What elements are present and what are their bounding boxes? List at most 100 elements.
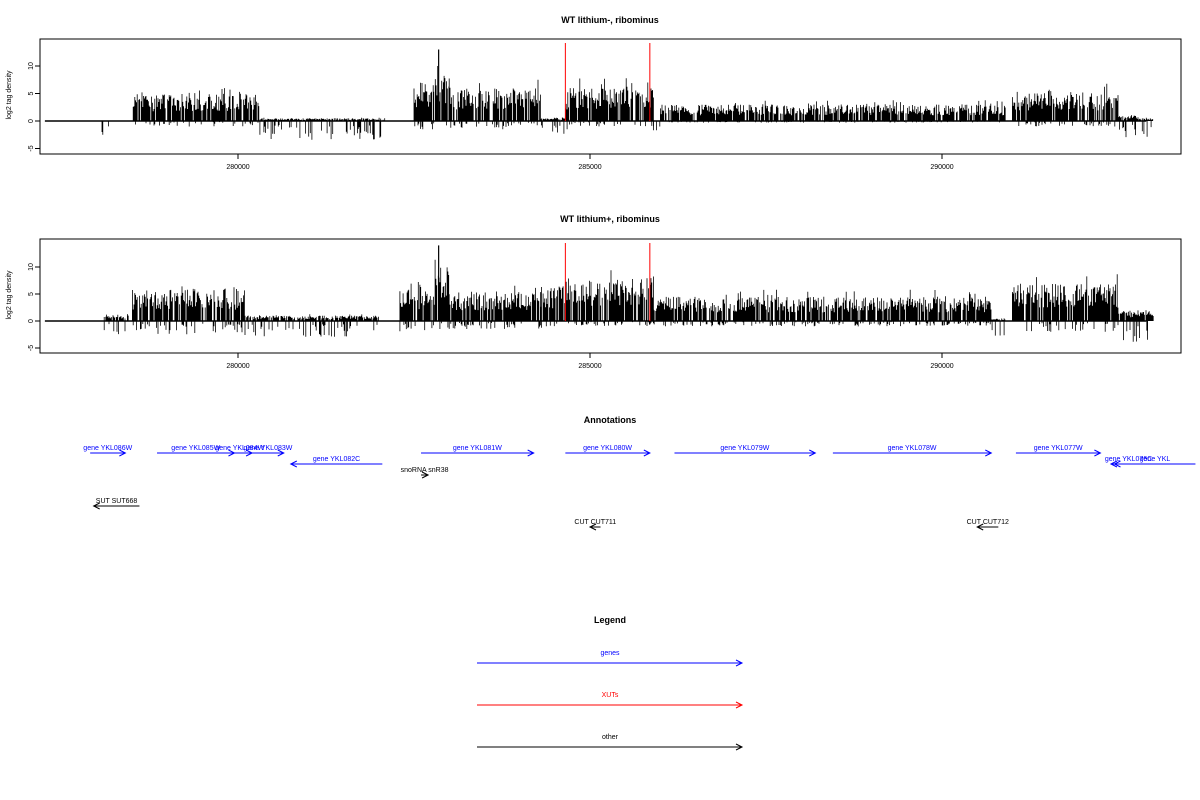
panel-title: WT lithium-, ribominus — [561, 15, 659, 25]
signal-bar-group — [540, 286, 566, 328]
panel-title: WT lithium+, ribominus — [560, 214, 660, 224]
annotation-feature: gene YKL077W — [1015, 445, 1102, 457]
x-tick-label: 290000 — [930, 363, 953, 370]
y-tick-label: 10 — [28, 62, 35, 70]
signal-region — [448, 78, 541, 130]
y-axis-label: log2 tag density — [6, 270, 13, 320]
signal-region — [565, 270, 654, 326]
feature-arrowhead — [92, 502, 100, 510]
plot-frame — [39, 38, 1182, 155]
signal-bar-group — [653, 121, 661, 131]
legend-entry: XUTs — [477, 692, 744, 709]
signal-bar-group — [540, 117, 570, 134]
feature-arrowhead — [985, 449, 993, 457]
signal-region — [653, 289, 992, 327]
annotations-track: Annotations gene YKL086W gene YKL085Wgene… — [83, 415, 1196, 531]
annotation-feature: gene YKL078W — [832, 445, 993, 457]
signal-bars — [103, 245, 1154, 342]
feature-label: gene YKL081W — [453, 445, 502, 452]
feature-arrowhead — [1094, 449, 1102, 457]
y-axis: -5 0 5 10 — [28, 263, 40, 351]
signal-region — [565, 78, 654, 127]
plot-frame — [39, 238, 1182, 354]
x-tick-label: 285000 — [578, 363, 601, 370]
signal-bar-group — [433, 66, 450, 126]
signal-region — [1012, 274, 1119, 332]
signal-bar-group — [653, 289, 992, 327]
feature-arrowhead — [1109, 460, 1118, 468]
y-axis: -5 0 5 10 — [28, 62, 40, 152]
x-tick-label: 280000 — [226, 164, 249, 171]
feature-arrowhead — [735, 659, 744, 667]
feature-arrowhead — [809, 449, 817, 457]
signal-region — [413, 82, 434, 130]
annotation-feature: gene YKL080W — [565, 445, 651, 457]
signal-bar-group — [1118, 310, 1154, 342]
annotation-feature: SUT SUT668 — [92, 498, 140, 510]
signal-bar-group — [103, 314, 129, 335]
track-panel-lithium-minus: WT lithium-, ribominus log2 tag density … — [6, 15, 1182, 171]
feature-arrowhead — [976, 523, 984, 531]
signal-bars — [101, 49, 1154, 140]
feature-label: gene YKL076C — [1105, 456, 1152, 463]
feature-arrowhead — [735, 701, 744, 709]
feature-arrowhead — [289, 460, 298, 468]
signal-bar-group — [565, 78, 654, 127]
feature-arrowhead — [277, 449, 285, 457]
signal-region — [1118, 310, 1154, 342]
feature-label: gene YKL078W — [888, 445, 937, 452]
signal-region — [660, 100, 1006, 123]
signal-region — [540, 117, 570, 134]
signal-bar-group — [244, 314, 379, 337]
x-axis: 280000 285000 290000 — [226, 353, 954, 370]
feature-label: gene YKL083W — [243, 445, 292, 452]
legend-entries: genes XUTs other — [477, 650, 744, 751]
signal-bar-group — [1012, 83, 1119, 127]
signal-region — [399, 282, 435, 332]
annotation-feature: CUT CUT711 — [574, 519, 616, 531]
track-panel-lithium-plus: WT lithium+, ribominus log2 tag density … — [6, 214, 1182, 370]
feature-label: SUT SUT668 — [96, 498, 138, 505]
y-tick-label: 0 — [28, 119, 35, 123]
signal-region — [101, 121, 109, 135]
y-axis-label: log2 tag density — [6, 70, 13, 120]
feature-label: gene YKL077W — [1034, 445, 1083, 452]
signal-bar-group — [434, 259, 450, 329]
annotation-feature: CUT CUT712 — [967, 519, 1009, 531]
feature-arrowhead — [421, 471, 430, 479]
feature-label: gene YKL080W — [583, 445, 632, 452]
feature-label: gene YKL — [1140, 456, 1171, 463]
legend-entry: genes — [477, 650, 744, 667]
feature-arrowhead — [643, 449, 651, 457]
annotation-feature: gene YKL081W — [421, 445, 535, 457]
annotation-feature: gene YKL079W — [674, 445, 817, 457]
signal-bar-group — [1117, 115, 1139, 138]
legend-entry: other — [477, 734, 744, 751]
x-tick-label: 280000 — [226, 363, 249, 370]
feature-label: CUT CUT712 — [967, 519, 1009, 526]
signal-region — [1117, 115, 1139, 138]
signal-region — [653, 121, 661, 131]
feature-arrowhead — [527, 449, 535, 457]
feature-label: gene YKL084W — [215, 445, 264, 452]
y-tick-label: 5 — [28, 91, 35, 95]
signal-bar-group — [448, 285, 541, 329]
signal-region — [244, 314, 379, 337]
legend-label: XUTs — [602, 692, 619, 699]
region-markers — [564, 43, 651, 121]
signal-bar-group — [565, 270, 654, 326]
signal-region — [434, 259, 450, 329]
signal-bar-group — [1012, 274, 1119, 332]
legend-label: other — [602, 734, 619, 741]
annotation-feature: gene YKL082C — [289, 456, 383, 468]
signal-bar-group — [448, 78, 541, 130]
signal-region — [448, 285, 541, 329]
feature-arrowhead — [1113, 460, 1121, 468]
feature-label: gene YKL082C — [313, 456, 360, 463]
feature-label: gene YKL079W — [720, 445, 769, 452]
signal-region — [540, 286, 566, 328]
y-tick-label: 5 — [28, 292, 35, 296]
signal-bar-group — [413, 82, 434, 130]
